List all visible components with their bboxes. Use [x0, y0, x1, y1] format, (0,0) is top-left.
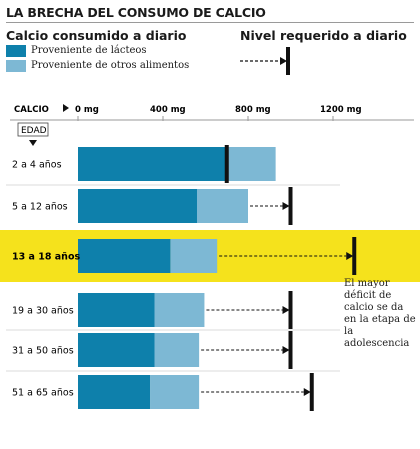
required-marker — [309, 373, 314, 411]
gap-arrow-head — [282, 306, 290, 314]
category-label: 5 a 12 años — [12, 202, 68, 213]
bar-dairy — [78, 147, 227, 181]
x-tick-label: 1200 mg — [320, 105, 362, 115]
gap-arrow-head — [303, 388, 311, 396]
legend-arrow-head — [280, 57, 287, 65]
legend-required-title: Nivel requerido a diario — [240, 28, 407, 43]
category-axis-title: EDAD — [21, 126, 47, 136]
gap-arrow-head — [282, 346, 290, 354]
bar-other — [154, 333, 200, 367]
bar-dairy — [78, 375, 151, 409]
x-tick-label: 0 mg — [75, 105, 99, 115]
legend-item-dairy: Proveniente de lácteos — [6, 44, 147, 57]
x-tick-label: 800 mg — [235, 105, 271, 115]
bar-dairy — [78, 189, 197, 223]
required-marker — [224, 145, 229, 183]
bar-other — [170, 239, 218, 273]
title-divider — [6, 22, 414, 23]
legend-swatch-dairy — [6, 44, 26, 57]
legend-item-other: Proveniente de otros alimentos — [6, 59, 189, 72]
required-marker — [352, 237, 357, 275]
category-label: 19 a 30 años — [12, 306, 74, 317]
bar-dairy — [78, 293, 155, 327]
axis-title-triangle — [63, 104, 69, 112]
chart-title: LA BRECHA DEL CONSUMO DE CALCIO — [6, 5, 266, 20]
axis-title-calcio: CALCIO — [14, 105, 49, 115]
legend-consumed-title: Calcio consumido a diario — [6, 28, 187, 43]
legend-label-dairy: Proveniente de lácteos — [31, 45, 147, 56]
legend-required-marker — [240, 47, 290, 75]
bar-dairy — [78, 239, 171, 273]
required-marker — [288, 291, 293, 329]
x-tick-label: 400 mg — [150, 105, 186, 115]
annotation-text: El mayor déficit de calcio se da en la e… — [344, 278, 416, 349]
category-label: 2 a 4 años — [12, 160, 62, 171]
bar-other — [226, 147, 276, 181]
edad-box — [17, 122, 49, 137]
category-label: 13 a 18 años — [12, 252, 80, 263]
legend-required-bar — [286, 47, 290, 75]
category-label: 31 a 50 años — [12, 346, 74, 357]
bar-other — [154, 293, 205, 327]
gap-arrow-head — [346, 252, 354, 260]
edad-triangle — [29, 140, 37, 146]
required-marker — [288, 331, 293, 369]
legend-swatch-other — [6, 59, 26, 72]
gap-arrow-head — [282, 202, 290, 210]
category-label: 51 a 65 años — [12, 388, 74, 399]
bar-other — [150, 375, 200, 409]
required-marker — [288, 187, 293, 225]
bar-other — [197, 189, 248, 223]
legend-label-other: Proveniente de otros alimentos — [31, 60, 190, 71]
bar-dairy — [78, 333, 155, 367]
